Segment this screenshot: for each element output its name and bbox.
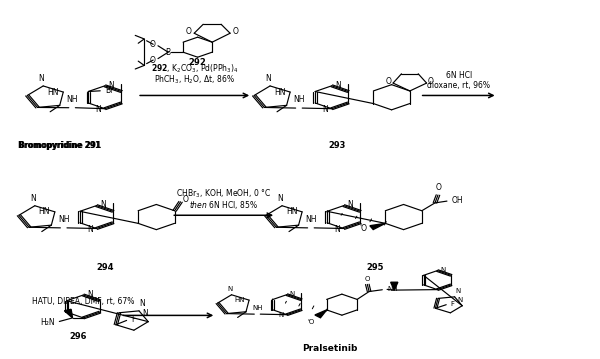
Text: NH: NH <box>58 215 70 224</box>
Text: O: O <box>150 40 155 49</box>
Text: 'O: 'O <box>307 318 314 325</box>
Text: NH: NH <box>387 286 398 292</box>
Text: HN: HN <box>235 297 245 303</box>
Text: N: N <box>30 194 36 202</box>
Text: 293: 293 <box>328 141 346 150</box>
Text: O: O <box>233 27 238 36</box>
Text: PhCH$_3$, H$_2$O, $\Delta$t, 86%: PhCH$_3$, H$_2$O, $\Delta$t, 86% <box>154 74 235 86</box>
Text: Bromopyridine 291: Bromopyridine 291 <box>18 141 100 150</box>
Text: Pralsetinib: Pralsetinib <box>302 344 358 353</box>
Text: O: O <box>186 27 192 36</box>
Polygon shape <box>315 310 326 318</box>
Polygon shape <box>370 223 385 229</box>
Text: HN: HN <box>47 88 58 97</box>
Text: NH: NH <box>305 215 317 224</box>
Text: N: N <box>322 105 328 114</box>
Text: N: N <box>277 194 283 202</box>
Text: O: O <box>150 56 155 65</box>
Polygon shape <box>64 309 73 318</box>
Text: B: B <box>166 48 171 57</box>
Text: N: N <box>87 225 93 234</box>
Text: N: N <box>265 74 271 83</box>
Text: 'O: 'O <box>359 224 367 233</box>
Text: HN: HN <box>286 208 298 216</box>
Text: NH: NH <box>252 305 263 311</box>
Text: HN: HN <box>38 208 50 216</box>
Text: CHBr$_3$, KOH, MeOH, 0 °C: CHBr$_3$, KOH, MeOH, 0 °C <box>176 187 272 200</box>
Text: $\it{then}$ 6N HCl, 85%: $\it{then}$ 6N HCl, 85% <box>190 199 259 211</box>
Text: N: N <box>109 80 114 90</box>
Text: N: N <box>455 288 460 294</box>
Text: 296: 296 <box>70 332 87 341</box>
Text: dioxane, rt, 96%: dioxane, rt, 96% <box>427 81 490 90</box>
Text: N: N <box>95 105 101 114</box>
Text: Br: Br <box>105 86 113 95</box>
Text: N: N <box>100 200 106 209</box>
Text: O: O <box>386 77 392 86</box>
Text: N: N <box>142 309 148 318</box>
Text: F: F <box>451 301 454 307</box>
Text: N: N <box>278 312 284 318</box>
Text: 6N HCl: 6N HCl <box>446 71 472 80</box>
Polygon shape <box>391 282 398 290</box>
Text: $\mathbf{292}$: $\mathbf{292}$ <box>188 56 207 67</box>
Text: $\mathbf{292}$, K$_2$CO$_3$, Pd(PPh$_3$)$_4$: $\mathbf{292}$, K$_2$CO$_3$, Pd(PPh$_3$)… <box>151 62 238 75</box>
Text: N: N <box>334 225 340 234</box>
Text: N: N <box>139 299 145 308</box>
Text: N: N <box>38 74 44 83</box>
Text: N: N <box>347 200 353 209</box>
Text: 294: 294 <box>97 263 114 272</box>
Text: NH: NH <box>293 95 305 104</box>
Text: N: N <box>290 291 295 297</box>
Text: NH: NH <box>67 95 78 104</box>
Text: N: N <box>440 267 446 273</box>
Text: N: N <box>227 286 232 292</box>
Text: O: O <box>183 195 189 204</box>
Text: H₂N: H₂N <box>40 318 55 327</box>
Text: Bromopyridine 291: Bromopyridine 291 <box>19 141 101 150</box>
Text: F: F <box>131 315 135 324</box>
Text: N: N <box>87 290 92 299</box>
Text: N: N <box>335 80 341 90</box>
Text: 295: 295 <box>366 263 383 272</box>
Text: OH: OH <box>452 196 463 205</box>
Text: O: O <box>436 183 442 192</box>
Text: HN: HN <box>274 88 286 97</box>
Text: N: N <box>457 297 463 303</box>
Text: O: O <box>428 77 434 86</box>
Text: HATU, DIPEA, DMF, rt, 67%: HATU, DIPEA, DMF, rt, 67% <box>32 297 134 306</box>
Text: O: O <box>365 275 370 281</box>
